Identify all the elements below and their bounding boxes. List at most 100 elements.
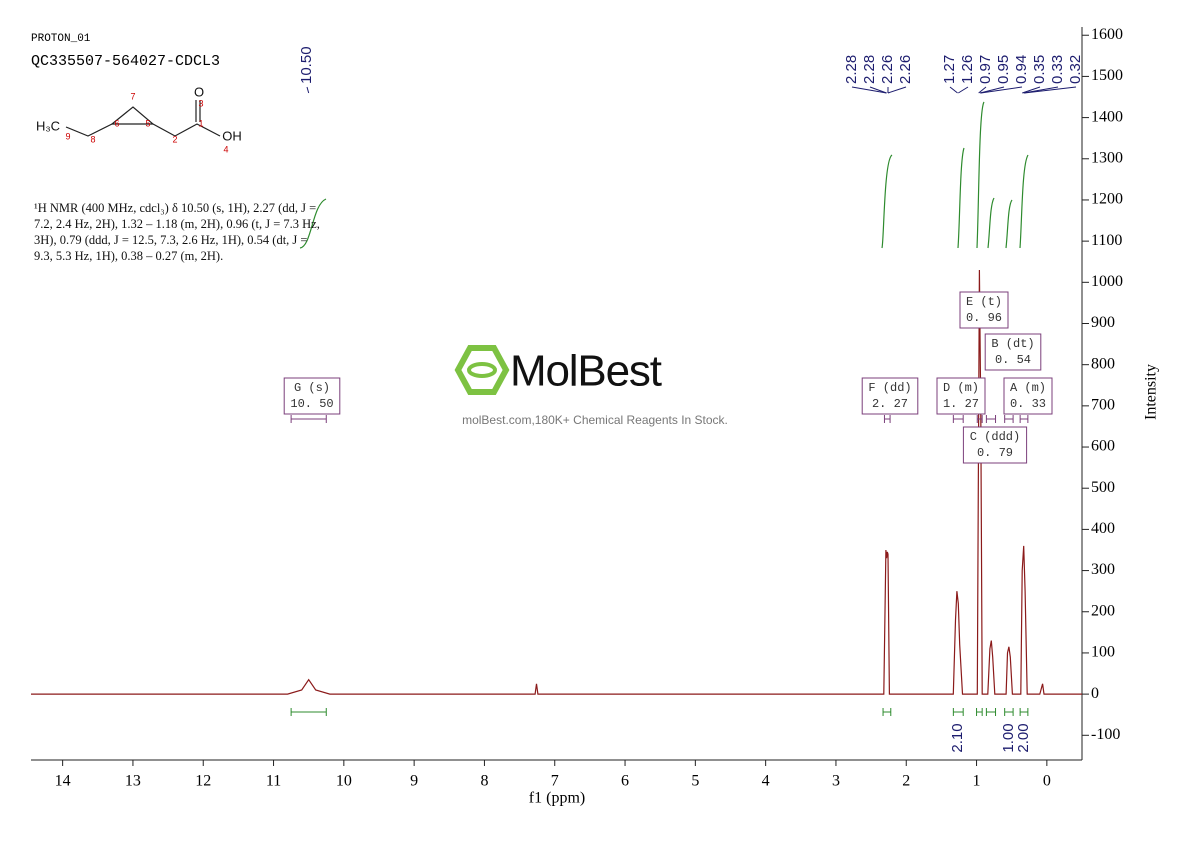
peak-label: 2.26 (897, 55, 914, 84)
y-tick-label: 1400 (1091, 108, 1123, 125)
multiplet-shift: 0. 33 (1010, 397, 1046, 411)
molecule-label: OH (222, 128, 242, 143)
y-tick-label: 700 (1091, 397, 1115, 414)
multiplet-box (936, 377, 986, 415)
multiplet-shift: 0. 96 (966, 311, 1002, 325)
peak-label: 2.28 (843, 55, 860, 84)
peak-connector (306, 86, 310, 94)
y-tick-label: 1200 (1091, 191, 1123, 208)
multiplet-range (952, 415, 964, 423)
molecule-label: H₃C (36, 118, 60, 133)
peak-connector (979, 86, 1005, 94)
y-tick-label: 400 (1091, 520, 1115, 537)
x-tick-label: 9 (410, 773, 418, 790)
x-tick-label: 5 (691, 773, 699, 790)
x-tick-label: 0 (1043, 773, 1051, 790)
integral-value: 2.10 (949, 723, 966, 752)
x-tick-label: 6 (621, 773, 629, 790)
x-tick-label: 4 (762, 773, 770, 790)
multiplet-range (1019, 415, 1029, 423)
peak-connector (980, 86, 1023, 94)
nmr-description: ¹H NMR (400 MHz, cdcl₃) δ 10.50 (s, 1H),… (34, 201, 320, 263)
y-tick-label: 500 (1091, 479, 1115, 496)
peak-connector (958, 86, 969, 94)
multiplet-range (883, 415, 891, 423)
x-tick-label: 2 (902, 773, 910, 790)
watermark-brand: MolBest (510, 347, 662, 396)
title: PROTON_01 (31, 33, 91, 45)
y-tick-label: 100 (1091, 644, 1115, 661)
multiplet-shift: 1. 27 (943, 397, 979, 411)
x-tick-label: 8 (480, 773, 488, 790)
multiplet-shift: 10. 50 (290, 397, 333, 411)
peak-label: 1.27 (941, 55, 958, 84)
multiplet-box (984, 333, 1042, 371)
multiplet-label: G (s) (294, 381, 330, 395)
integral-value: 1.00 (1000, 723, 1017, 752)
peak-label: 1.26 (959, 55, 976, 84)
molecule-label: 8 (90, 134, 95, 144)
y-tick-label: 600 (1091, 438, 1115, 455)
y-tick-label: 800 (1091, 355, 1115, 372)
peak-label: 0.97 (977, 55, 994, 84)
peak-label: 2.28 (861, 55, 878, 84)
x-tick-label: 1 (973, 773, 981, 790)
molecule-label: 6 (114, 118, 119, 128)
y-tick-label: 1100 (1091, 232, 1122, 249)
y-tick-label: 1000 (1091, 273, 1123, 290)
multiplet-label: C (ddd) (970, 430, 1020, 444)
molecule-label: 4 (223, 144, 228, 154)
y-tick-label: 1600 (1091, 26, 1123, 43)
peak-connector (949, 86, 958, 94)
watermark-tagline: molBest.com,180K+ Chemical Reagents In S… (462, 413, 728, 427)
multiplet-label: F (dd) (868, 381, 911, 395)
watermark-logo (454, 345, 510, 395)
multiplet-shift: 0. 79 (977, 446, 1013, 460)
x-tick-label: 7 (551, 773, 559, 790)
peak-label: 10.50 (298, 46, 315, 84)
multiplet-range (976, 415, 983, 423)
x-tick-label: 13 (125, 773, 141, 790)
integral-range (985, 708, 997, 716)
molecule-label: 1 (198, 118, 203, 128)
multiplet-box (283, 377, 341, 415)
x-tick-label: 11 (266, 773, 281, 790)
multiplet-label: B (dt) (991, 337, 1034, 351)
multiplet-box (962, 426, 1028, 464)
x-tick-label: 10 (336, 773, 352, 790)
y-tick-label: -100 (1091, 726, 1120, 743)
peak-connector (869, 86, 887, 94)
multiplet-range (290, 415, 327, 423)
integral-range (1004, 708, 1014, 716)
peak-label: 0.33 (1049, 55, 1066, 84)
peak-connector (1024, 86, 1077, 94)
integral-range (882, 708, 892, 716)
molecule-label: O (194, 84, 204, 99)
y-tick-label: 1300 (1091, 149, 1123, 166)
peak-label: 0.94 (1013, 55, 1030, 84)
molecule-bonds (65, 100, 221, 137)
y-tick-label: 900 (1091, 314, 1115, 331)
multiplet-label: A (m) (1010, 381, 1046, 395)
multiplet-shift: 0. 54 (995, 353, 1031, 367)
y-tick-label: 200 (1091, 602, 1115, 619)
molecule-label: 2 (172, 134, 177, 144)
peak-label: 0.95 (995, 55, 1012, 84)
y-tick-label: 300 (1091, 561, 1115, 578)
molecule-label: 9 (65, 131, 70, 141)
x-tick-label: 3 (832, 773, 840, 790)
multiplet-box (861, 377, 919, 415)
multiplet-shift: 2. 27 (872, 397, 908, 411)
integral-range (976, 708, 983, 716)
peak-connector (851, 86, 887, 94)
integral-curves (299, 101, 1029, 249)
multiplet-range (1004, 415, 1014, 423)
y-axis-label: Intensity (1143, 364, 1160, 420)
y-tick-label: 0 (1091, 685, 1099, 702)
integral-range (290, 708, 327, 716)
subtitle: QC335507-564027-CDCL3 (31, 53, 220, 70)
multiplet-range (985, 415, 997, 423)
multiplet-label: E (t) (966, 295, 1002, 309)
